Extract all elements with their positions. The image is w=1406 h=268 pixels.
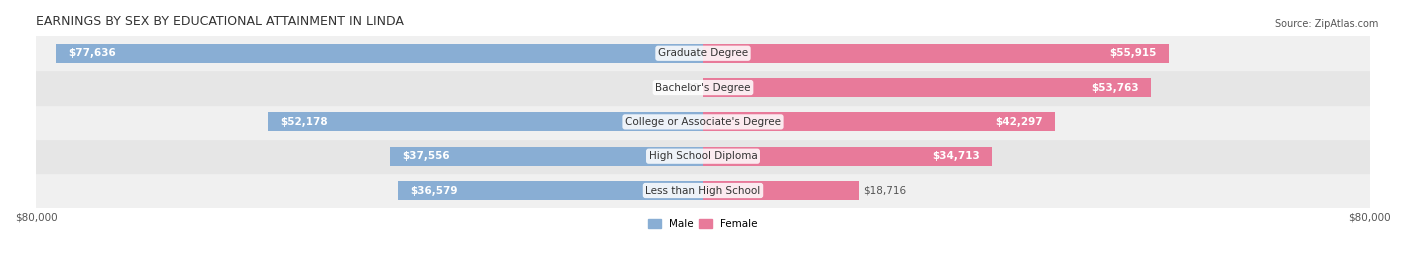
Bar: [703, 113, 1056, 131]
Bar: [703, 147, 993, 166]
Bar: [269, 113, 703, 131]
Bar: [703, 78, 1152, 97]
Text: $77,636: $77,636: [69, 48, 117, 58]
Text: $37,556: $37,556: [402, 151, 450, 161]
Text: $34,713: $34,713: [932, 151, 980, 161]
Bar: [37, 139, 1369, 173]
Text: $53,763: $53,763: [1091, 83, 1139, 92]
Bar: [389, 147, 703, 166]
Text: $55,915: $55,915: [1109, 48, 1157, 58]
Text: $42,297: $42,297: [995, 117, 1043, 127]
Bar: [703, 181, 859, 200]
Bar: [37, 70, 1369, 105]
Text: College or Associate's Degree: College or Associate's Degree: [626, 117, 780, 127]
Text: EARNINGS BY SEX BY EDUCATIONAL ATTAINMENT IN LINDA: EARNINGS BY SEX BY EDUCATIONAL ATTAINMEN…: [37, 15, 404, 28]
Legend: Male, Female: Male, Female: [644, 215, 762, 233]
Bar: [703, 44, 1168, 63]
Bar: [37, 173, 1369, 208]
Bar: [37, 36, 1369, 70]
Text: $0: $0: [686, 83, 699, 92]
Text: $36,579: $36,579: [411, 185, 458, 196]
Text: Source: ZipAtlas.com: Source: ZipAtlas.com: [1274, 19, 1378, 29]
Text: $18,716: $18,716: [863, 185, 907, 196]
Text: Bachelor's Degree: Bachelor's Degree: [655, 83, 751, 92]
Bar: [56, 44, 703, 63]
Text: Less than High School: Less than High School: [645, 185, 761, 196]
Text: High School Diploma: High School Diploma: [648, 151, 758, 161]
Text: $52,178: $52,178: [281, 117, 328, 127]
Bar: [37, 105, 1369, 139]
Text: Graduate Degree: Graduate Degree: [658, 48, 748, 58]
Bar: [398, 181, 703, 200]
